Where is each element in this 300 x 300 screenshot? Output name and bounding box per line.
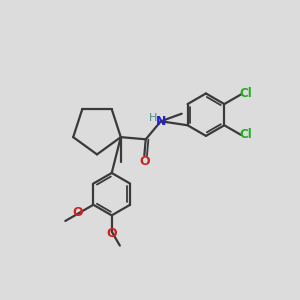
- Text: O: O: [106, 226, 117, 239]
- Text: Cl: Cl: [239, 128, 252, 141]
- Text: H: H: [148, 113, 157, 123]
- Text: N: N: [156, 115, 166, 128]
- Text: Cl: Cl: [239, 87, 252, 101]
- Text: O: O: [73, 206, 83, 219]
- Text: O: O: [139, 155, 150, 168]
